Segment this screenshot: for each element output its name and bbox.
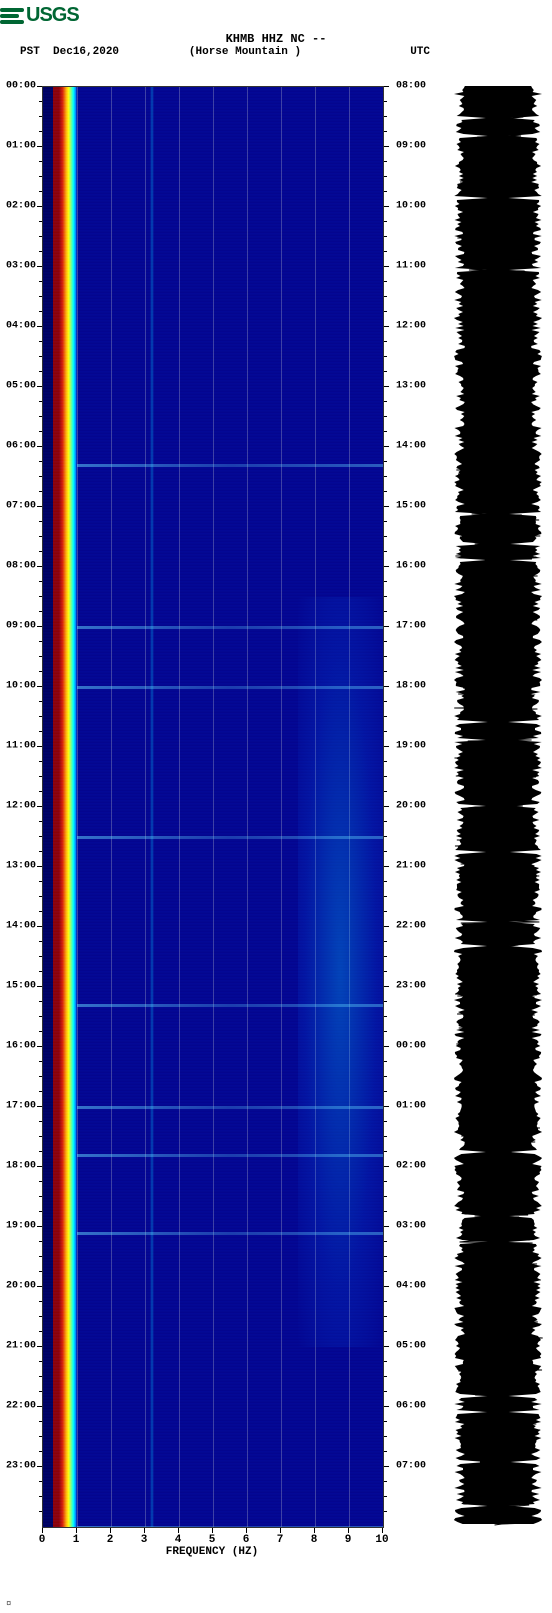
- station-name: (Horse Mountain ): [120, 46, 370, 58]
- y-tick-utc: 11:00: [396, 261, 426, 272]
- date-label: Dec16,2020: [53, 46, 119, 58]
- usgs-logo: USGS: [0, 4, 79, 27]
- y-tick-utc: 09:00: [396, 141, 426, 152]
- y-tick-pst: 09:00: [6, 621, 36, 632]
- y-tick-pst: 18:00: [6, 1161, 36, 1172]
- x-tick: 6: [243, 1534, 250, 1546]
- x-tick: 5: [209, 1534, 216, 1546]
- y-tick-utc: 17:00: [396, 621, 426, 632]
- y-tick-utc: 15:00: [396, 501, 426, 512]
- y-tick-pst: 17:00: [6, 1101, 36, 1112]
- x-tick: 4: [175, 1534, 182, 1546]
- y-tick-pst: 11:00: [6, 741, 36, 752]
- y-tick-pst: 07:00: [6, 501, 36, 512]
- y-tick-pst: 02:00: [6, 201, 36, 212]
- y-tick-utc: 04:00: [396, 1281, 426, 1292]
- y-tick-pst: 19:00: [6, 1221, 36, 1232]
- x-tick: 8: [311, 1534, 318, 1546]
- y-tick-pst: 05:00: [6, 381, 36, 392]
- y-tick-utc: 16:00: [396, 561, 426, 572]
- y-tick-utc: 08:00: [396, 81, 426, 92]
- x-tick: 2: [107, 1534, 114, 1546]
- y-tick-utc: 14:00: [396, 441, 426, 452]
- y-tick-pst: 20:00: [6, 1281, 36, 1292]
- y-axis-pst: 00:0001:0002:0003:0004:0005:0006:0007:00…: [0, 86, 42, 1526]
- y-tick-utc: 06:00: [396, 1401, 426, 1412]
- logo-wave-icon: [0, 6, 24, 26]
- y-tick-pst: 03:00: [6, 261, 36, 272]
- spectrogram-plot: [42, 86, 384, 1528]
- y-tick-utc: 07:00: [396, 1461, 426, 1472]
- y-tick-utc: 02:00: [396, 1161, 426, 1172]
- y-tick-utc: 20:00: [396, 801, 426, 812]
- y-tick-pst: 10:00: [6, 681, 36, 692]
- y-tick-pst: 22:00: [6, 1401, 36, 1412]
- x-tick: 3: [141, 1534, 148, 1546]
- y-tick-pst: 12:00: [6, 801, 36, 812]
- spectrogram-page: USGS KHMB HHZ NC -- PST Dec16,2020 (Hors…: [0, 0, 552, 1613]
- y-tick-pst: 14:00: [6, 921, 36, 932]
- y-tick-pst: 15:00: [6, 981, 36, 992]
- station-id: KHMB HHZ NC --: [0, 32, 552, 46]
- y-tick-utc: 23:00: [396, 981, 426, 992]
- y-tick-pst: 08:00: [6, 561, 36, 572]
- x-tick: 1: [73, 1534, 80, 1546]
- y-tick-utc: 12:00: [396, 321, 426, 332]
- y-axis-utc: 08:0009:0010:0011:0012:0013:0014:0015:00…: [384, 86, 438, 1526]
- y-tick-utc: 10:00: [396, 201, 426, 212]
- y-tick-pst: 23:00: [6, 1461, 36, 1472]
- x-tick: 9: [345, 1534, 352, 1546]
- x-axis-label: FREQUENCY (HZ): [42, 1546, 382, 1558]
- x-tick: 10: [375, 1534, 388, 1546]
- y-tick-pst: 13:00: [6, 861, 36, 872]
- y-tick-pst: 01:00: [6, 141, 36, 152]
- waveform-svg: [448, 86, 548, 1526]
- plot-header: KHMB HHZ NC -- PST Dec16,2020 (Horse Mou…: [0, 32, 552, 58]
- utc-label: UTC: [370, 46, 540, 58]
- pst-label: PST: [20, 46, 40, 58]
- y-tick-utc: 01:00: [396, 1101, 426, 1112]
- y-tick-pst: 00:00: [6, 81, 36, 92]
- x-tick: 0: [39, 1534, 46, 1546]
- y-tick-pst: 16:00: [6, 1041, 36, 1052]
- y-tick-utc: 13:00: [396, 381, 426, 392]
- waveform-trace: [448, 86, 548, 1526]
- y-tick-utc: 22:00: [396, 921, 426, 932]
- y-tick-pst: 04:00: [6, 321, 36, 332]
- y-tick-utc: 05:00: [396, 1341, 426, 1352]
- y-tick-utc: 21:00: [396, 861, 426, 872]
- x-axis-frequency: FREQUENCY (HZ) 012345678910: [42, 1528, 382, 1568]
- x-tick: 7: [277, 1534, 284, 1546]
- logo-text: USGS: [26, 4, 79, 27]
- y-tick-utc: 18:00: [396, 681, 426, 692]
- y-tick-pst: 06:00: [6, 441, 36, 452]
- y-tick-utc: 03:00: [396, 1221, 426, 1232]
- y-tick-pst: 21:00: [6, 1341, 36, 1352]
- spectrogram-canvas: [43, 87, 383, 1527]
- y-tick-utc: 19:00: [396, 741, 426, 752]
- footer-mark: ¤: [6, 1599, 11, 1609]
- y-tick-utc: 00:00: [396, 1041, 426, 1052]
